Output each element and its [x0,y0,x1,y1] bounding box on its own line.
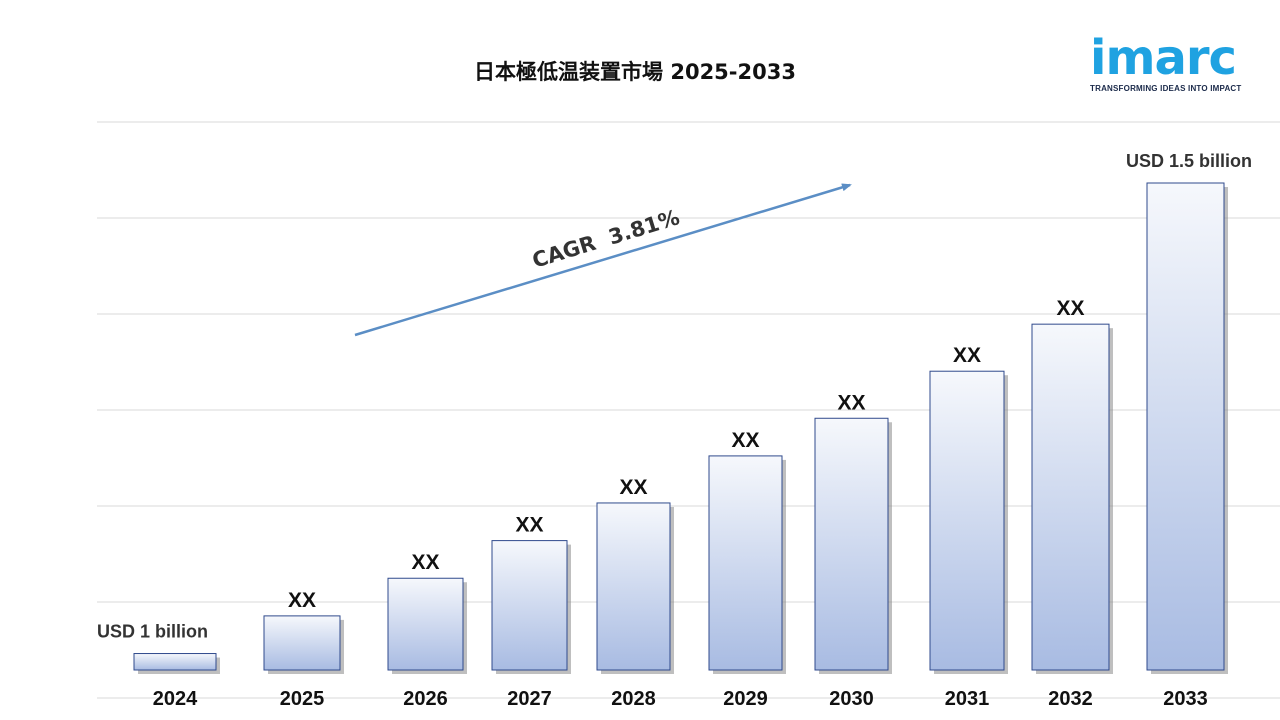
imarc-logo: imarc TRANSFORMING IDEAS INTO IMPACT [1090,20,1265,100]
cagr-annotation: CAGR 3.81% [529,205,682,273]
x-tick-2028: 2028 [611,688,656,710]
x-tick-2029: 2029 [723,688,768,710]
value-label-2026: XX [411,551,439,574]
chart-title: 日本極低温装置市場 2025-2033 [474,60,796,84]
value-labels: USD 1 billion XX XX XX XX XX XX XX XX USD 1.5 bil… [97,151,1252,642]
bar-2028 [596,502,671,671]
value-label-2024: USD 1 billion [97,622,208,642]
bar-2031 [929,370,1005,671]
x-tick-labels: 2024 2025 2026 2027 2028 2029 2030 2031 2032 2033 [153,688,1208,710]
value-label-2029: XX [731,429,759,452]
x-tick-2025: 2025 [280,688,325,710]
bar-2029 [708,455,783,671]
x-tick-2030: 2030 [829,688,874,710]
x-tick-2024: 2024 [153,688,198,710]
bar-2025 [263,615,341,671]
x-tick-2033: 2033 [1163,688,1208,710]
value-label-2031: XX [953,344,981,367]
bar-2032 [1031,323,1110,671]
value-label-2033: USD 1.5 billion [1126,151,1252,171]
value-label-2028: XX [619,476,647,499]
value-label-2030: XX [837,391,865,414]
value-label-2027: XX [515,514,543,537]
x-tick-2031: 2031 [945,688,990,710]
bar-2024 [133,653,217,671]
logo-tagline: TRANSFORMING IDEAS INTO IMPACT [1090,84,1242,93]
bar-2033 [1146,182,1225,671]
x-tick-2026: 2026 [403,688,448,710]
value-label-2025: XX [288,589,316,612]
x-tick-2032: 2032 [1048,688,1093,710]
bars [133,182,1228,674]
x-tick-2027: 2027 [507,688,552,710]
bar-2030 [814,417,889,671]
cagr-arrow [354,183,852,337]
value-label-2032: XX [1056,297,1084,320]
bar-2027 [491,540,568,671]
logo-wordmark: imarc [1090,30,1237,86]
bar-2026 [387,577,464,671]
